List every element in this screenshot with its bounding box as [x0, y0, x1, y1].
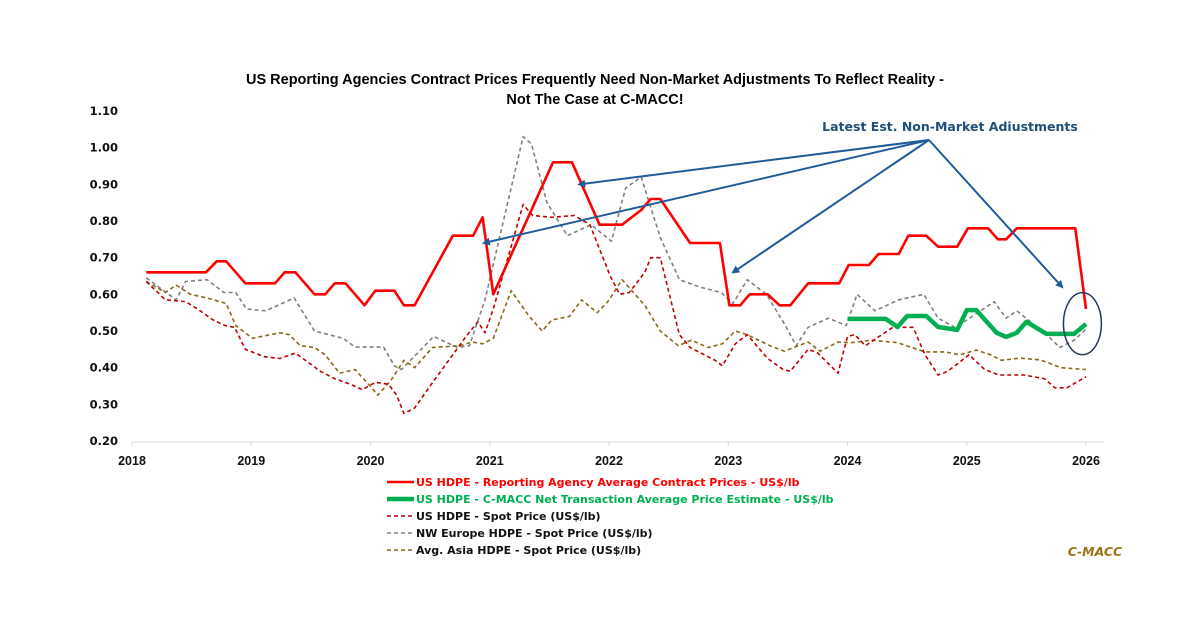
legend-label: US HDPE - Spot Price (US$/lb) [416, 510, 601, 523]
x-tick-label: 2018 [118, 454, 146, 468]
y-tick-label: 0.40 [90, 361, 118, 375]
annotation-arrow [481, 139, 930, 246]
annotation-arrow [928, 139, 1064, 289]
series-line-2 [145, 203, 1087, 415]
annotation-arrow [731, 139, 930, 274]
y-tick-label: 0.20 [90, 434, 118, 448]
series-line-0 [146, 161, 1088, 310]
y-tick-label: 0.30 [90, 397, 118, 411]
source-label: C-MACC [1068, 544, 1123, 559]
series-layer [145, 135, 1088, 415]
legend-label: US HDPE - Reporting Agency Average Contr… [416, 476, 800, 489]
x-tick-label: 2025 [953, 454, 981, 468]
x-tick-label: 2024 [834, 454, 862, 468]
series-line-1 [847, 307, 1088, 340]
x-tick-label: 2020 [357, 454, 385, 468]
annotation-arrow [577, 139, 930, 188]
y-tick-label: 1.00 [90, 141, 118, 155]
y-tick-label: 0.50 [90, 324, 118, 338]
legend-label: US HDPE - C-MACC Net Transaction Average… [416, 493, 834, 506]
y-tick-label: 1.10 [90, 104, 118, 118]
x-tick-label: 2022 [595, 454, 623, 468]
chart-title-line-2: Not The Case at C-MACC! [506, 92, 683, 108]
highlight-circle [1062, 291, 1103, 356]
legend: US HDPE - Reporting Agency Average Contr… [387, 476, 834, 557]
series-line-4 [145, 278, 1087, 396]
x-tick-label: 2021 [476, 454, 504, 468]
x-tick-label: 2026 [1072, 454, 1100, 468]
y-tick-label: 0.90 [90, 177, 118, 191]
chart-title-line-1: US Reporting Agencies Contract Prices Fr… [246, 72, 944, 88]
annotation-layer: Latest Est. Non-Market Adiustments [481, 119, 1103, 356]
x-tick-label: 2023 [714, 454, 742, 468]
y-tick-label: 0.60 [90, 287, 118, 301]
legend-label: NW Europe HDPE - Spot Price (US$/lb) [416, 527, 653, 540]
annotation-label: Latest Est. Non-Market Adiustments [822, 119, 1078, 134]
y-tick-label: 0.70 [90, 251, 118, 265]
x-axis: 2018 2019 2020 2021 2022 2023 2024 2025 2026 [118, 441, 1104, 468]
x-tick-label: 2019 [237, 454, 265, 468]
y-tick-label: 0.80 [90, 214, 118, 228]
legend-label: Avg. Asia HDPE - Spot Price (US$/lb) [416, 544, 641, 557]
y-axis: 1.10 1.00 0.90 0.80 0.70 0.60 0.50 0.40 0.30 0.20 [90, 104, 118, 448]
